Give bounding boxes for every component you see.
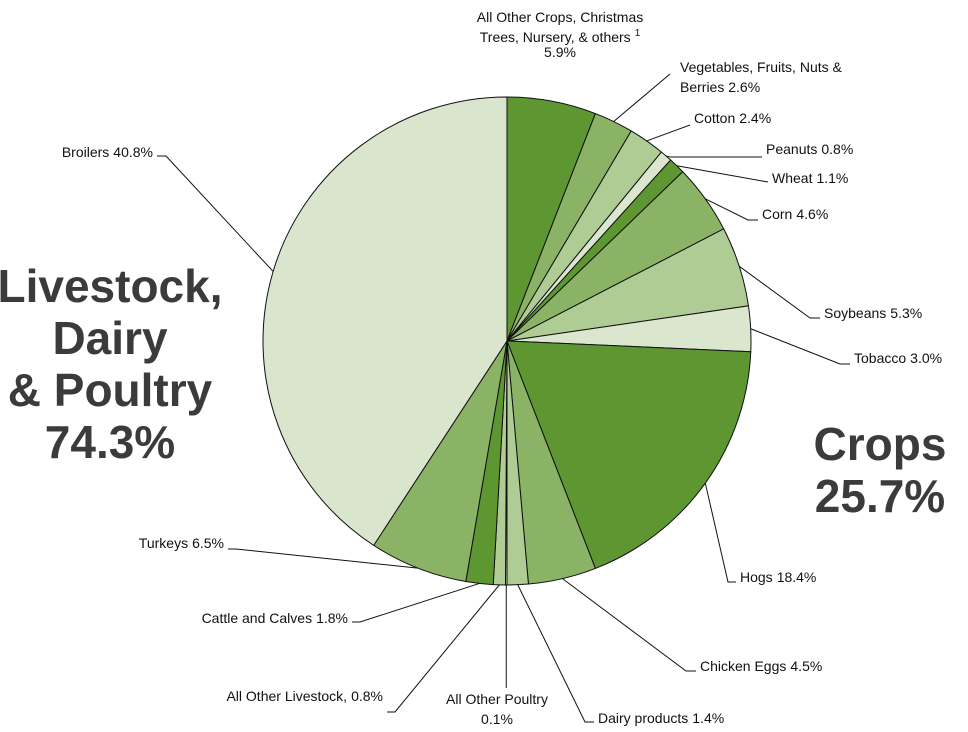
label-category: All Other Livestock,: [226, 688, 347, 704]
value-label: 2.6%: [724, 79, 760, 95]
value-label: 18.4%: [777, 569, 817, 585]
label-category: Cotton: [694, 110, 735, 126]
slice-label: Cotton 2.4%: [694, 110, 771, 126]
value-label: 0.8%: [351, 688, 383, 704]
value-label: 1.1%: [816, 170, 848, 186]
value-label: 5.3%: [890, 305, 922, 321]
value-label: 0.1%: [481, 711, 513, 727]
group-label-line: & Poultry: [8, 364, 213, 416]
group-label-line: Livestock,: [0, 260, 223, 312]
leader-line: [705, 198, 758, 221]
value-label: 6.5%: [192, 535, 224, 551]
leader-line: [517, 584, 594, 723]
label-category: Hogs: [740, 569, 773, 585]
group-label-line: 74.3%: [45, 416, 175, 468]
label-line: All Other Crops, Christmas: [477, 9, 643, 25]
slice-label: Corn 4.6%: [762, 206, 828, 222]
value-label: 1.4%: [692, 710, 724, 726]
label-category: Wheat: [772, 170, 813, 186]
group-label-line: 25.7%: [815, 470, 945, 522]
label-line: Vegetables, Fruits, Nuts &: [680, 59, 843, 75]
leader-line: [676, 165, 769, 183]
slice-label: All Other Livestock, 0.8%: [226, 688, 383, 704]
slice-label: All Other Crops, Christmas Trees, Nursery…: [477, 9, 643, 60]
slice-label: Hogs 18.4%: [740, 569, 816, 585]
value-label: 40.8%: [113, 144, 153, 160]
value-label: 2.4%: [739, 110, 771, 126]
label-category: All Other Poultry: [446, 691, 548, 707]
value-label: 3.0%: [910, 350, 942, 366]
value-label: 0.8%: [821, 141, 853, 157]
label-category: Turkeys: [139, 535, 188, 551]
leader-line: [228, 548, 418, 569]
label-category: Dairy products: [598, 710, 688, 726]
label-category: Broilers: [62, 144, 109, 160]
value-label: 5.9%: [544, 44, 576, 60]
slice-label: Chicken Eggs 4.5%: [700, 658, 822, 674]
value-label: 4.6%: [796, 206, 828, 222]
slice-label: Tobacco 3.0%: [854, 350, 942, 366]
value-label: 1.8%: [316, 610, 348, 626]
slice-label: Wheat 1.1%: [772, 170, 848, 186]
slice-label: All Other Poultry 0.1%: [446, 691, 548, 727]
label-category: Chicken Eggs: [700, 658, 786, 674]
leader-line: [387, 584, 500, 713]
label-category: Corn: [762, 206, 792, 222]
group-label: Crops 25.7%: [814, 418, 947, 522]
leader-line: [665, 155, 762, 158]
slice-label: Vegetables, Fruits, Nuts & Berries 2.6%: [680, 59, 843, 95]
group-label: Livestock, Dairy & Poultry 74.3%: [0, 260, 223, 468]
leader-line: [613, 73, 671, 122]
label-line: Berries: [680, 79, 724, 95]
slice-label: Cattle and Calves 1.8%: [202, 610, 348, 626]
label-category: Cattle and Calves: [202, 610, 313, 626]
leader-line: [750, 328, 850, 365]
leader-line: [562, 578, 696, 672]
value-label: 4.5%: [790, 658, 822, 674]
footnote-mark: 1: [635, 28, 641, 39]
leader-line: [157, 155, 274, 272]
slice-label: Dairy products 1.4%: [598, 710, 724, 726]
leader-line: [646, 124, 691, 142]
leader-line: [738, 265, 820, 319]
slice-label: Broilers 40.8%: [62, 144, 153, 160]
group-label-line: Crops: [814, 418, 947, 470]
pie-slice: [506, 340, 752, 570]
group-label-line: Dairy: [52, 312, 167, 364]
label-category: Soybeans: [824, 305, 886, 321]
slice-label: Peanuts 0.8%: [766, 141, 853, 157]
slice-label: Soybeans 5.3%: [824, 305, 922, 321]
slice-label: Turkeys 6.5%: [139, 535, 224, 551]
leader-line: [704, 483, 736, 583]
leader-line: [352, 582, 480, 623]
label-line: Trees, Nursery, & others: [480, 29, 631, 45]
pie-slice: [262, 96, 508, 547]
label-category: Tobacco: [854, 350, 906, 366]
label-category: Peanuts: [766, 141, 817, 157]
